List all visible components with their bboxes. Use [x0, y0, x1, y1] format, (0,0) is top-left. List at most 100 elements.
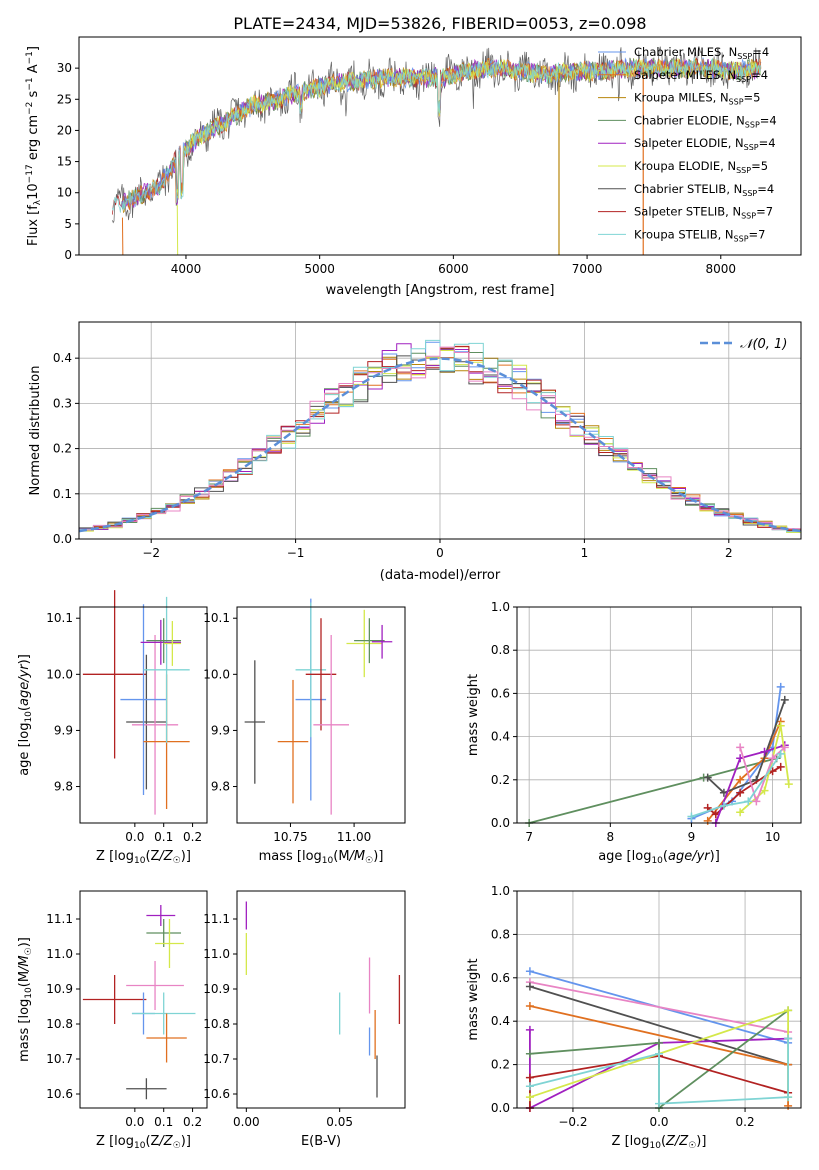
mass-weight-vs-age-marker: [780, 695, 789, 704]
mass-weight-vs-Z-marker: [525, 1049, 534, 1058]
mass-weight-vs-age-marker: [736, 788, 745, 797]
gaussian-curve: [79, 357, 801, 533]
y-tick-label: 10.0: [46, 667, 73, 681]
mass-weight-vs-Z-marker: [525, 1002, 534, 1011]
mass-weight-vs-age-line-kroupa-stelib: [691, 753, 782, 818]
x-tick-label: 8: [606, 830, 614, 844]
x-tick-label: 1: [581, 546, 589, 560]
y-tick-label: 10.9: [46, 982, 73, 996]
mass-weight-vs-age-line-chabrier-stelib: [707, 699, 786, 794]
spectrum-legend: Chabrier MILES, NSSP=4 Salpeter MILES, NS…: [598, 45, 777, 243]
legend-entry: Salpeter ELODIE, NSSP=4: [634, 136, 776, 152]
x-tick-label: 10: [765, 830, 780, 844]
x-tick-label: 7000: [572, 262, 603, 276]
x-tick-label: −0.2: [558, 1115, 587, 1129]
mass-weight-vs-Z-marker: [655, 1099, 663, 1108]
mass-weight-vs-Z-line-chabrier-stelib: [529, 985, 789, 1066]
mass-vs-Z-frame: [79, 890, 208, 1109]
x-tick-label: 0.00: [233, 1115, 260, 1129]
y-tick-label: 0: [64, 248, 72, 262]
mass-vs-Z-point: [155, 919, 184, 968]
x-tick-label: 0.05: [326, 1115, 353, 1129]
y-tick-label: 0.6: [491, 686, 510, 700]
age-vs-mass-axes: 10.75 11.00 9.8 9.9 10.0 10.1 mass [log10(M/M☉…: [203, 598, 406, 866]
mass-vs-Z-point: [126, 1078, 167, 1100]
y-tick-label: 11.0: [46, 947, 73, 961]
gaussian-legend-label: 𝒩(0, 1): [740, 337, 787, 352]
y-tick-label: 11.1: [46, 912, 73, 926]
residuals-frame: [78, 321, 802, 540]
age-vs-Z-point: [82, 590, 147, 759]
mass-vs-EBV-frame: [236, 890, 406, 1109]
age-vs-mass-point: [313, 635, 349, 815]
mass-weight-vs-Z-marker: [784, 1006, 793, 1015]
mass-weight-vs-age-grid: [517, 606, 801, 824]
mass-weight-vs-age-marker: [768, 754, 777, 763]
x-tick-label: 0.0: [125, 830, 144, 844]
x-tick-label: 6000: [438, 262, 469, 276]
mass-weight-vs-age-frame: [516, 606, 802, 824]
mass-weight-vs-age-ylabel: mass weight: [466, 674, 481, 756]
mass-vs-EBV-axes: 0.00 0.05 10.6 10.7 10.8 10.9 11.0 11.1 E(B-V): [203, 890, 406, 1149]
mass-weight-vs-age-marker: [687, 812, 696, 821]
mass-weight-vs-age-marker: [780, 743, 789, 752]
mass-weight-vs-Z-marker: [784, 1093, 793, 1102]
mass-weight-vs-age-xlabel: age [log10(age/yr)]: [598, 849, 720, 866]
age-vs-Z-point: [126, 654, 167, 790]
age-vs-mass-frame: [236, 606, 406, 824]
y-tick-label: 15: [57, 155, 72, 169]
y-tick-label: 0.2: [491, 1058, 510, 1072]
y-tick-label: 0.0: [491, 1101, 510, 1115]
x-tick-label: 0.1: [154, 1115, 173, 1129]
x-tick-label: 0.2: [183, 1115, 202, 1129]
mass-weight-vs-age-marker: [776, 682, 785, 691]
x-tick-label: 0.2: [736, 1115, 755, 1129]
age-vs-Z-point: [120, 604, 167, 795]
mass-weight-vs-age-marker: [719, 801, 728, 810]
mass-weight-vs-age-line-pink: [739, 746, 786, 805]
y-tick-label: 0.8: [491, 927, 510, 941]
mass-weight-vs-age-marker: [736, 743, 745, 752]
mass-weight-vs-age-marker: [776, 762, 785, 771]
age-vs-Z-point: [163, 621, 182, 666]
age-vs-mass-point: [244, 660, 265, 784]
y-tick-label: 9.9: [54, 723, 73, 737]
mass-vs-Z-xlabel: Z [log10(Z/Z☉)]: [96, 1134, 191, 1151]
y-tick-label: 11.1: [203, 912, 230, 926]
age-vs-Z-point: [131, 635, 179, 815]
mass-weight-vs-Z-marker: [525, 1073, 534, 1082]
mass-vs-Z-point: [82, 975, 147, 1024]
mass-weight-vs-Z-marker: [525, 967, 534, 976]
x-tick-label: 8000: [706, 262, 737, 276]
y-tick-label: 0.8: [491, 643, 510, 657]
legend-entry: Salpeter STELIB, NSSP=7: [634, 205, 773, 221]
spectrum-axes: 4000 5000 6000 7000 8000 0 5 10 15 20 25 30 waveleng…: [25, 36, 802, 298]
mass-weight-vs-Z-frame: [516, 890, 802, 1109]
age-vs-mass-point: [371, 624, 393, 659]
mass-weight-vs-age-marker: [784, 780, 793, 789]
x-tick-label: 0.2: [183, 830, 202, 844]
age-vs-mass-point: [354, 618, 385, 664]
y-tick-label: 11.0: [203, 947, 230, 961]
age-vs-Z-xlabel: Z [log10(Z/Z☉)]: [96, 849, 191, 866]
y-tick-label: 10: [57, 186, 72, 200]
y-tick-label: 9.8: [211, 780, 230, 794]
mass-vs-Z-point: [146, 1013, 187, 1063]
mass-weight-vs-Z-marker: [525, 1025, 534, 1034]
y-tick-label: 5: [64, 217, 72, 231]
residuals-xlabel: (data-model)/error: [380, 568, 501, 583]
legend-entry: Chabrier ELODIE, NSSP=4: [634, 113, 777, 129]
age-vs-Z-point: [140, 619, 182, 665]
spectrum-lines: [112, 46, 762, 255]
age-vs-mass-point: [346, 609, 383, 678]
mass-vs-Z-axes: 0.0 0.1 0.2 10.6 10.7 10.8 10.9 11.0 11.1 Z [log1…: [17, 890, 208, 1151]
y-tick-label: 10.6: [203, 1087, 230, 1101]
mass-weight-vs-Z-axes: −0.2 0.0 0.2 0.0 0.2 0.4 0.6 0.8 1.0 Z [log10(Z/Z…: [466, 884, 802, 1151]
mass-weight-vs-Z-marker: [525, 1093, 534, 1102]
y-tick-label: 1.0: [491, 600, 510, 614]
y-tick-label: 0.1: [53, 487, 72, 501]
x-tick-label: 11.00: [337, 830, 371, 844]
mass-weight-vs-Z-marker: [655, 1038, 663, 1047]
y-tick-label: 0.3: [53, 396, 72, 410]
y-tick-label: 10.1: [46, 611, 73, 625]
